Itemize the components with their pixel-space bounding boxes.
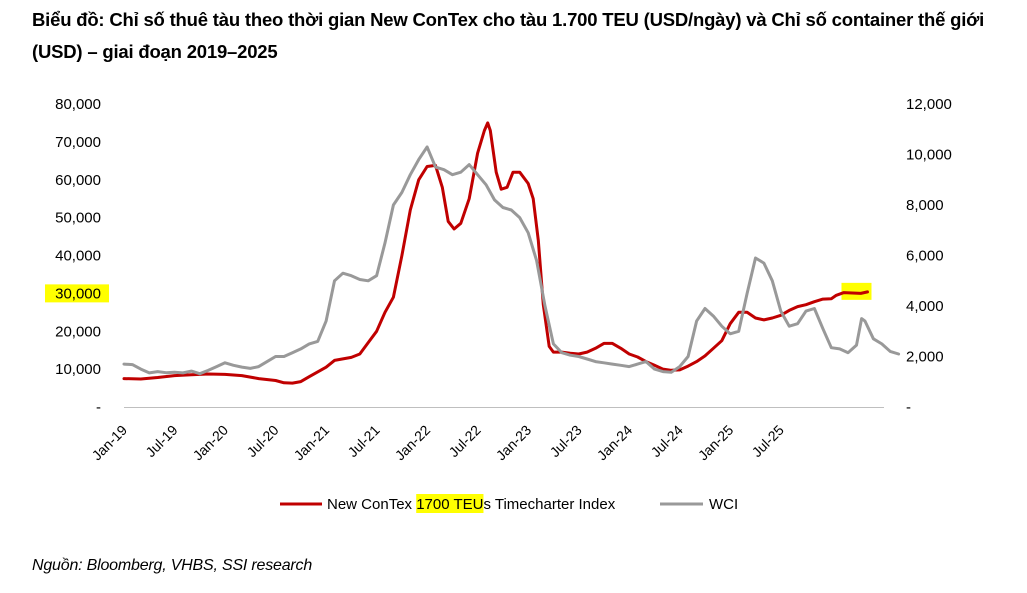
legend-contex-label: New ConTex 1700 TEUs Timecharter Index xyxy=(327,496,616,513)
right-tick-label: 2,000 xyxy=(906,349,944,366)
source-note: Nguồn: Bloomberg, VHBS, SSI research xyxy=(32,557,313,574)
right-tick-label: 4,000 xyxy=(906,298,944,315)
x-tick-label: Jan-24 xyxy=(594,422,636,464)
series-lines xyxy=(122,121,901,385)
x-tick-label: Jan-19 xyxy=(89,422,131,464)
legend: New ConTex 1700 TEUs Timecharter Index WC… xyxy=(280,496,738,513)
highlight-layer xyxy=(45,282,872,513)
x-tick-label: Jul-25 xyxy=(749,422,787,460)
contex-line xyxy=(122,121,869,385)
x-tick-label: Jan-23 xyxy=(493,422,535,464)
right-tick-label: 6,000 xyxy=(906,248,944,265)
right-tick-label: 10,000 xyxy=(906,147,952,164)
left-tick-label: 30,000 xyxy=(55,285,101,302)
legend-teu-highlight xyxy=(416,494,484,513)
x-tick-label: Jul-22 xyxy=(445,422,483,460)
legend-wci-label: WCI xyxy=(709,496,738,513)
left-tick-label: 50,000 xyxy=(55,210,101,227)
left-tick-label: 80,000 xyxy=(55,96,101,113)
chart-title: Biểu đồ: Chỉ số thuê tàu theo thời gian … xyxy=(32,9,985,62)
x-tick-label: Jul-19 xyxy=(142,422,180,460)
x-tick-label: Jan-22 xyxy=(392,422,434,464)
left-tick-label: - xyxy=(96,399,101,416)
x-tick-label: Jan-21 xyxy=(291,422,333,464)
right-tick-label: 12,000 xyxy=(906,96,952,113)
x-tick-label: Jul-23 xyxy=(547,422,585,460)
right-tick-label: - xyxy=(906,399,911,416)
wci-line xyxy=(122,145,901,376)
end-value-highlight xyxy=(841,282,872,300)
right-tick-label: 8,000 xyxy=(906,197,944,214)
axes: - 10,000 20,000 30,000 40,000 50,000 60,000 70,… xyxy=(55,96,952,463)
x-tick-label: Jan-25 xyxy=(695,422,737,464)
left-tick-highlight xyxy=(45,284,109,303)
left-tick-label: 40,000 xyxy=(55,248,101,265)
left-tick-label: 70,000 xyxy=(55,134,101,151)
x-tick-label: Jul-21 xyxy=(344,422,382,460)
left-tick-label: 60,000 xyxy=(55,172,101,189)
left-tick-label: 20,000 xyxy=(55,323,101,340)
x-tick-label: Jul-20 xyxy=(243,422,281,460)
left-tick-label: 10,000 xyxy=(55,361,101,378)
x-tick-label: Jan-20 xyxy=(190,422,232,464)
x-tick-label: Jul-24 xyxy=(648,422,686,460)
